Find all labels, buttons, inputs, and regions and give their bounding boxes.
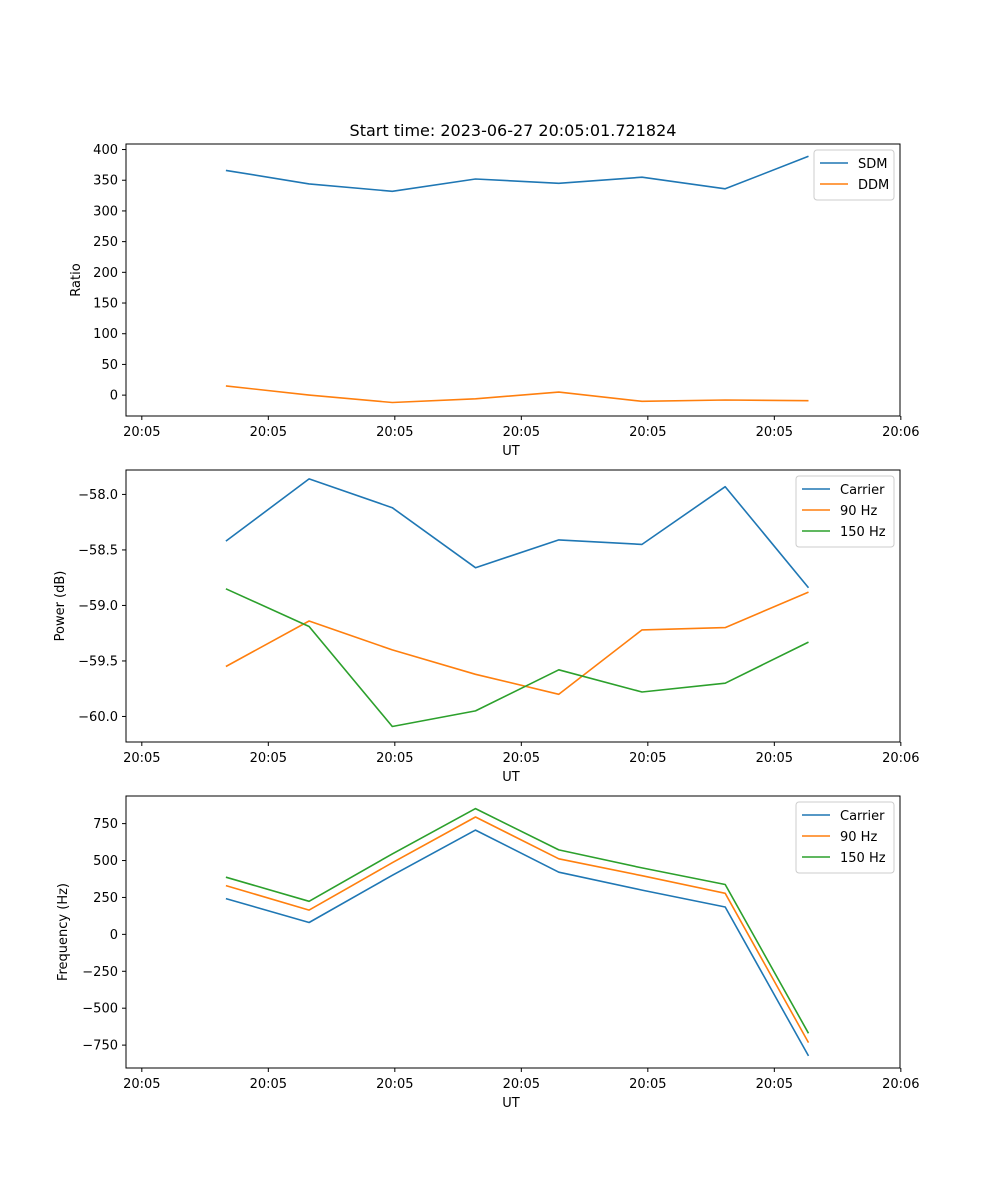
axes-frame: [125, 143, 901, 417]
x-tick-label: 20:06: [882, 425, 919, 440]
x-tick-label: 20:05: [123, 1077, 160, 1092]
y-tick-label: 100: [93, 327, 118, 342]
y-tick-label: −58.5: [78, 543, 118, 558]
legend-label: 90 Hz: [840, 504, 877, 519]
power-axes: 20:05 20:05 20:05 20:05 20:05 20:05 20:06 −58.0…: [53, 469, 920, 785]
series-line-90-hz: [225, 816, 810, 1043]
x-tick-label: 20:05: [250, 425, 287, 440]
y-tick-label: −250: [82, 965, 118, 980]
legend-label: DDM: [858, 178, 889, 193]
y-tick-label: −58.0: [78, 488, 118, 503]
legend-label: Carrier: [840, 483, 885, 498]
x-tick-label: 20:05: [376, 425, 413, 440]
legend-label: SDM: [858, 157, 887, 172]
legend-label: 90 Hz: [840, 830, 877, 845]
y-tick-label: −59.0: [78, 599, 118, 614]
y-axis-label: Ratio: [69, 263, 84, 296]
y-tick-label: −500: [82, 1002, 118, 1017]
x-tick-label: 20:05: [503, 425, 540, 440]
y-tick-label: 0: [110, 389, 118, 404]
y-tick-label: 400: [93, 143, 118, 158]
x-tick-label: 20:05: [629, 425, 666, 440]
series-line-carrier: [225, 829, 810, 1057]
x-tick-label: 20:05: [250, 1077, 287, 1092]
y-tick-label: 250: [93, 235, 118, 250]
axes-frame: [125, 469, 901, 743]
x-axis-label: UT: [502, 770, 520, 785]
axes-frame: [125, 795, 901, 1069]
x-tick-label: 20:06: [882, 751, 919, 766]
series-line-90-hz: [225, 591, 809, 696]
y-axis-label: Power (dB): [53, 571, 68, 642]
y-tick-label: 500: [93, 854, 118, 869]
y-tick-label: −750: [82, 1039, 118, 1054]
y-tick-label: 250: [93, 891, 118, 906]
x-tick-label: 20:05: [376, 751, 413, 766]
series-line-150-hz: [225, 588, 809, 728]
y-tick-label: 50: [101, 358, 118, 373]
y-tick-label: 150: [93, 297, 118, 312]
series-line-carrier: [225, 478, 810, 589]
x-tick-label: 20:05: [503, 1077, 540, 1092]
y-tick-label: 350: [93, 174, 118, 189]
legend-box: [795, 475, 895, 548]
series-line-150-hz: [225, 807, 810, 1034]
x-tick-label: 20:05: [629, 751, 666, 766]
ratio-axes: 20:05 20:05 20:05 20:05 20:05 20:05 20:06 0 50 10…: [69, 143, 920, 459]
series-line-ddm: [225, 385, 809, 404]
y-axis-label: Frequency (Hz): [56, 883, 71, 981]
x-tick-label: 20:05: [123, 751, 160, 766]
legend-label: 150 Hz: [840, 851, 886, 866]
x-tick-label: 20:05: [756, 751, 793, 766]
x-tick-label: 20:05: [629, 1077, 666, 1092]
x-tick-label: 20:05: [756, 425, 793, 440]
y-tick-label: 200: [93, 266, 118, 281]
figure-title: Start time: 2023-06-27 20:05:01.721824: [350, 121, 677, 140]
y-tick-label: 0: [110, 928, 118, 943]
y-tick-label: 750: [93, 817, 118, 832]
x-axis-label: UT: [502, 444, 520, 459]
legend-box: [795, 801, 895, 874]
x-tick-label: 20:05: [376, 1077, 413, 1092]
legend-label: 150 Hz: [840, 525, 886, 540]
series-line-sdm: [225, 155, 809, 193]
legend-label: Carrier: [840, 809, 885, 824]
y-tick-label: −59.5: [78, 654, 118, 669]
x-tick-label: 20:05: [250, 751, 287, 766]
y-tick-label: −60.0: [78, 710, 118, 725]
x-tick-label: 20:05: [756, 1077, 793, 1092]
x-axis-label: UT: [502, 1096, 520, 1111]
frequency-axes: 20:05 20:05 20:05 20:05 20:05 20:05 20:06 750 50…: [56, 795, 920, 1111]
x-tick-label: 20:05: [503, 751, 540, 766]
x-tick-label: 20:05: [123, 425, 160, 440]
x-tick-label: 20:06: [882, 1077, 919, 1092]
y-tick-label: 300: [93, 204, 118, 219]
